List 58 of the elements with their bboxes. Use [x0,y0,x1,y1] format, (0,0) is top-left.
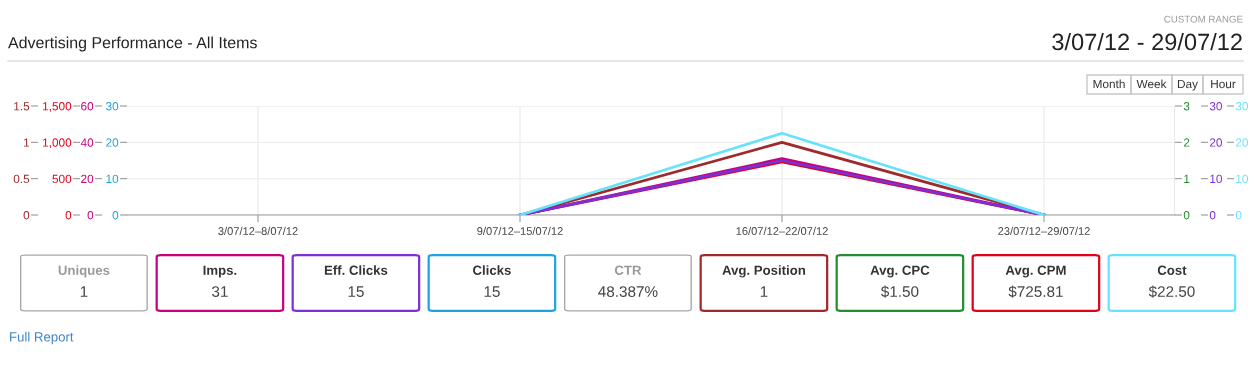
y-tick-label: 10 [106,174,119,184]
x-tick-label: 16/07/12–22/07/12 [736,226,828,235]
y-tick-label: 0 [112,211,119,220]
text: $1.50 [880,285,919,298]
category-label: Avg. CPC [870,265,930,278]
y2-tick-label: 2 [1183,138,1190,147]
category-label: Uniques [58,265,110,278]
text: CUSTOM RANGE [1164,15,1243,23]
category-label: Clicks [473,265,511,275]
y3-tick-label: 20 [81,174,94,184]
y3-tick-label: 60 [81,102,94,111]
text: Full Report [10,331,74,345]
y3-tick-label: 30 [1209,102,1222,111]
category-label: Cost [1157,265,1187,275]
y-tick-label: 0 [1235,211,1242,220]
text: $22.50 [1148,285,1195,298]
text: Month [1093,79,1125,89]
y3-tick-label: 10 [1210,174,1222,184]
y-tick-label: 20 [1235,138,1248,147]
category-label: Imps. [203,265,237,278]
text: 48.387% [598,286,658,297]
y2-tick-label: 1,500 [43,102,72,112]
category-label: CTR [614,265,642,275]
y3-tick-label: 0 [1209,211,1216,220]
y-tick-label: 0 [23,211,30,220]
y3-tick-label: 40 [80,138,94,147]
text: 1 [80,286,88,297]
text: 31 [212,286,228,297]
y-tick-label: 10 [1236,174,1248,184]
text: $725.81 [1008,285,1063,298]
text: Day [1177,79,1198,91]
y2-tick-label: 0 [1183,211,1190,220]
y-tick-label: 1 [24,138,30,147]
text: 3/07/12 - 29/07/12 [1052,33,1242,51]
y-tick-label: 1.5 [14,102,30,111]
text: Week [1136,79,1167,89]
text: 15 [348,286,364,297]
text: 1 [760,286,768,297]
x-tick-label: 23/07/12–29/07/12 [998,226,1090,235]
y2-tick-label: 1,000 [43,138,72,149]
category-label: Avg. CPM [1005,265,1066,278]
y-tick-label: 30 [105,102,119,111]
category-label: Avg. Position [722,265,806,278]
text: 15 [484,286,500,297]
y-tick-label: 20 [106,138,119,147]
category-label: Eff. Clicks [324,265,388,275]
y-tick-label: 0.5 [13,174,30,184]
text: Hour [1211,79,1236,89]
y2-tick-label: 500 [52,174,72,184]
y2-tick-label: 3 [1183,102,1190,111]
x-tick-label: 9/07/12–15/07/12 [477,226,563,235]
chart-title: Advertising Performance - All Items [8,36,257,52]
y3-tick-label: 20 [1209,138,1222,147]
x-tick-label: 3/07/12–8/07/12 [218,226,298,235]
y2-tick-label: 0 [65,211,72,220]
y3-tick-label: 0 [87,211,94,220]
y-tick-label: 30 [1235,102,1248,111]
y2-tick-label: 1 [1184,174,1190,183]
